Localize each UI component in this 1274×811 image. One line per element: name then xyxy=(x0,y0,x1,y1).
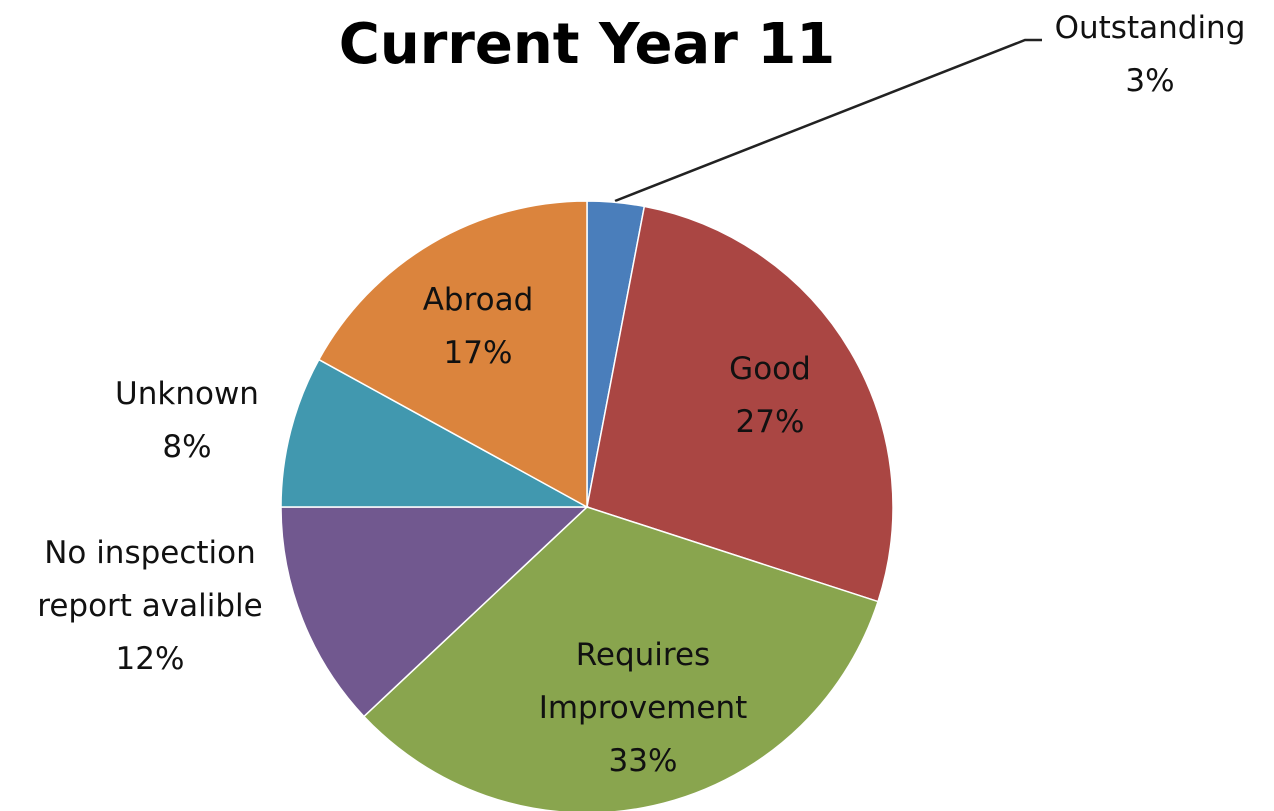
slice-label: Good 27% xyxy=(670,343,870,449)
slice-label: Abroad 17% xyxy=(378,274,578,380)
pie-slice xyxy=(280,506,589,718)
slice-name: Requires Improvement xyxy=(538,637,748,726)
slice-name: Good xyxy=(729,351,811,387)
slice-label: No inspection report avalible 12% xyxy=(5,527,295,686)
pie-slice xyxy=(317,200,588,509)
pie-slice xyxy=(586,205,894,603)
leader-line xyxy=(614,38,1042,203)
slice-value: 33% xyxy=(608,743,678,779)
slice-value: 3% xyxy=(1125,63,1175,99)
slice-value: 17% xyxy=(443,335,513,371)
slice-label: Outstanding 3% xyxy=(1030,2,1270,108)
slice-label: Unknown 8% xyxy=(87,368,287,474)
slice-value: 12% xyxy=(115,641,185,677)
pie-slice xyxy=(280,358,588,508)
slice-name: Abroad xyxy=(422,282,534,318)
slice-label: Requires Improvement 33% xyxy=(503,629,783,788)
slice-value: 8% xyxy=(162,429,212,465)
chart-title: Current Year 11 xyxy=(338,12,836,77)
slice-name: Outstanding xyxy=(1054,10,1246,46)
slice-name: No inspection report avalible xyxy=(37,535,263,624)
pie-slice xyxy=(362,506,879,811)
slice-name: Unknown xyxy=(115,376,259,412)
slice-value: 27% xyxy=(735,404,805,440)
